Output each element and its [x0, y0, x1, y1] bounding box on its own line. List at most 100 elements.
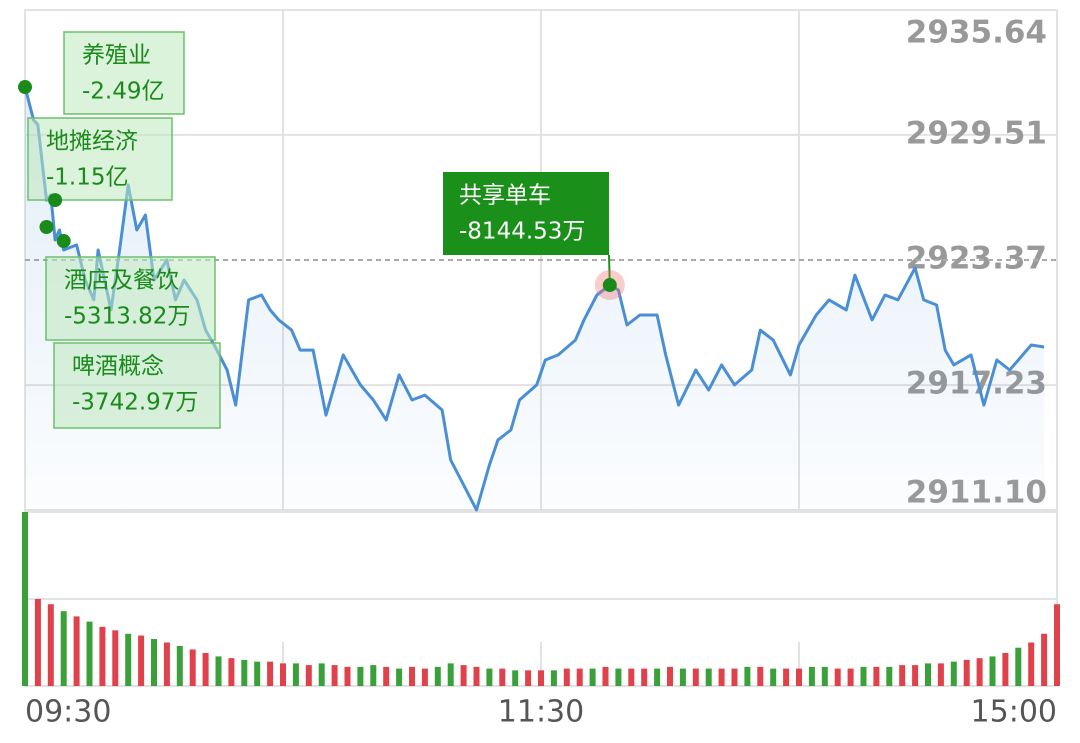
- volume-bar: [576, 668, 583, 686]
- x-tick-label: 15:00: [971, 695, 1057, 730]
- volume-bar: [344, 666, 351, 686]
- volume-bar: [912, 665, 919, 686]
- volume-bar: [460, 665, 467, 686]
- annotation-point: [602, 278, 617, 293]
- volume-bar: [409, 666, 415, 686]
- volume-bar: [499, 668, 506, 686]
- volume-bar: [860, 666, 867, 686]
- volume-bar: [151, 639, 157, 686]
- volume-bar: [525, 670, 532, 686]
- volume-bar: [512, 670, 519, 686]
- annotation-box: [53, 342, 221, 429]
- volume-bar: [228, 658, 235, 686]
- volume-bar: [267, 661, 274, 686]
- volume-bar: [976, 658, 983, 686]
- volume-bar: [808, 666, 815, 686]
- volume-bar: [796, 668, 802, 686]
- annotation-box: [63, 31, 185, 115]
- volume-bar: [73, 616, 80, 686]
- volume-bar: [138, 635, 145, 686]
- volume-bar: [280, 663, 286, 686]
- annotation-value: -8144.53万: [459, 219, 585, 245]
- volume-bar: [163, 642, 170, 686]
- volume-bar: [125, 633, 132, 686]
- volume-bar: [370, 665, 377, 686]
- volume-bar: [821, 666, 828, 686]
- y-tick-label: 2935.64: [906, 15, 1047, 51]
- volume-bar: [86, 621, 93, 686]
- price-line: [23, 86, 1045, 512]
- volume-bar: [847, 668, 854, 686]
- x-tick-label: 09:30: [25, 695, 111, 730]
- volume-bar: [679, 668, 686, 686]
- annotation-value: -1.15亿: [46, 165, 129, 191]
- annotation-value: -3742.97万: [72, 390, 198, 416]
- annotation-point: [48, 193, 63, 208]
- volume-bar: [899, 665, 906, 686]
- volume-bar: [783, 668, 790, 686]
- volume-bar: [718, 668, 725, 686]
- x-tick-label: 11:30: [498, 695, 584, 730]
- volume-bar: [989, 656, 996, 686]
- volume-bar: [254, 661, 261, 686]
- volume-bar: [241, 659, 248, 686]
- volume-bar: [473, 666, 480, 686]
- volume-bar: [215, 656, 222, 686]
- volume-bar: [950, 661, 957, 686]
- volume-bar: [357, 666, 364, 686]
- volume-bar: [486, 668, 493, 686]
- annotation-label: 地摊经济: [46, 129, 138, 155]
- annotation-label: 酒店及餐饮: [64, 268, 179, 294]
- volume-bar: [99, 626, 106, 686]
- annotation-point: [56, 234, 71, 249]
- volume-bar: [873, 666, 880, 686]
- volume-bar: [331, 665, 338, 686]
- volume-bar: [189, 649, 196, 686]
- volume-bar: [1028, 642, 1035, 686]
- volume-bar: [925, 663, 931, 686]
- annotation-value: -2.49亿: [82, 79, 165, 105]
- annotation-box: [443, 172, 609, 255]
- volume-bar: [705, 668, 712, 686]
- annotation-box: [27, 117, 173, 201]
- volume-bar: [757, 666, 764, 686]
- volume-bar: [692, 668, 699, 686]
- y-tick-label: 2923.37: [906, 241, 1047, 277]
- annotation-label: 养殖业: [82, 43, 151, 69]
- annotation-box: [45, 256, 216, 341]
- price-area: [25, 87, 1045, 510]
- annotation-value: -5313.82万: [64, 304, 190, 330]
- volume-bar: [421, 668, 428, 686]
- volume-bar: [22, 512, 28, 686]
- volume-bar: [47, 604, 54, 686]
- volume-bar: [1054, 604, 1060, 686]
- volume-bar: [202, 652, 209, 686]
- volume-bar: [1002, 652, 1009, 686]
- volume-bar: [628, 668, 635, 686]
- volume-bar: [318, 663, 325, 686]
- annotation-label: 共享单车: [459, 183, 551, 209]
- volume-bar: [744, 666, 751, 686]
- volume-bar: [1015, 647, 1022, 686]
- volume-bar: [834, 668, 841, 686]
- volume-bar: [60, 611, 67, 686]
- volume-bar: [963, 659, 970, 686]
- volume-bar: [937, 663, 944, 686]
- y-tick-label: 2929.51: [906, 115, 1047, 151]
- volume-bar: [34, 599, 41, 686]
- volume-bar: [176, 645, 183, 686]
- volume-bar: [563, 668, 570, 686]
- volume-bar: [667, 666, 673, 686]
- volume-bar: [602, 666, 609, 686]
- volume-bar: [447, 663, 454, 686]
- annotation-label: 啤酒概念: [72, 354, 164, 380]
- volume-bar: [1041, 633, 1048, 686]
- volume-bar: [731, 668, 738, 686]
- volume-bar: [383, 666, 390, 686]
- volume-bar: [615, 668, 622, 686]
- volume-bar: [641, 668, 648, 686]
- annotation-point: [18, 80, 32, 95]
- annotation-point: [39, 219, 54, 234]
- volume-bar: [292, 663, 299, 686]
